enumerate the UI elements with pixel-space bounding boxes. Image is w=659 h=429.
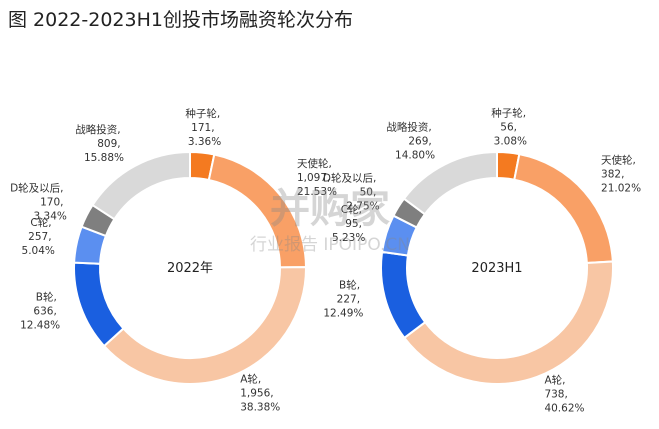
label-line: 3.36% bbox=[188, 136, 221, 148]
label-line: 382 bbox=[601, 168, 621, 180]
label-separator: , bbox=[60, 183, 67, 195]
donut-slice bbox=[91, 150, 191, 221]
label-line: 种子轮 bbox=[185, 107, 217, 120]
center-label: 2023H1 bbox=[471, 261, 522, 276]
label-line: 809 bbox=[97, 138, 117, 150]
data-label: 战略投资, 269, 14.80% bbox=[386, 121, 435, 162]
label-line: 战略投资 bbox=[386, 121, 428, 134]
center-label: 2022年 bbox=[167, 261, 213, 276]
watermark-brand: 并购家 bbox=[270, 186, 390, 232]
data-label: A轮, 738, 40.62% bbox=[544, 374, 584, 415]
label-line: 56 bbox=[500, 122, 514, 134]
label-line: 15.88% bbox=[84, 152, 124, 164]
label-separator: , bbox=[621, 168, 628, 180]
label-line: A轮 bbox=[544, 374, 562, 387]
label-separator: , bbox=[428, 136, 435, 148]
label-separator: , bbox=[357, 280, 364, 292]
data-label: 天使轮, 1,097, 21.53% bbox=[297, 157, 337, 198]
label-separator: , bbox=[359, 218, 366, 230]
data-label: 种子轮, 171, 3.36% bbox=[185, 107, 223, 148]
label-separator: , bbox=[562, 375, 569, 387]
data-label: 种子轮, 56, 3.08% bbox=[491, 107, 529, 148]
donut-slice bbox=[73, 261, 125, 348]
label-line: 269 bbox=[408, 136, 428, 148]
label-separator: , bbox=[328, 158, 335, 170]
label-line: 38.38% bbox=[240, 402, 280, 414]
label-line: B轮 bbox=[339, 279, 357, 292]
label-separator: , bbox=[359, 204, 366, 216]
label-separator: , bbox=[48, 231, 55, 243]
label-line: 14.80% bbox=[395, 150, 435, 162]
label-line: 3.08% bbox=[494, 136, 527, 148]
label-line: C轮 bbox=[341, 203, 359, 216]
label-line: 21.53% bbox=[297, 186, 337, 198]
donut-slice bbox=[380, 250, 427, 340]
label-line: 5.23% bbox=[332, 232, 365, 244]
label-separator: , bbox=[211, 122, 218, 134]
data-label: B轮, 636, 12.48% bbox=[20, 291, 60, 332]
label-separator: , bbox=[327, 172, 334, 184]
label-separator: , bbox=[53, 306, 60, 318]
label-line: D轮及以后 bbox=[323, 171, 373, 184]
label-line: 738 bbox=[544, 389, 564, 401]
donut-slice bbox=[402, 260, 614, 385]
label-line: 636 bbox=[33, 306, 53, 318]
label-separator: , bbox=[258, 374, 265, 386]
data-label: 天使轮, 382, 21.02% bbox=[601, 153, 641, 194]
data-label: B轮, 227, 12.49% bbox=[323, 279, 363, 320]
label-line: 257 bbox=[28, 231, 48, 243]
donut-slice bbox=[513, 152, 614, 264]
label-separator: , bbox=[60, 197, 67, 209]
data-label: A轮, 1,956, 38.38% bbox=[240, 373, 280, 414]
donut-slice bbox=[102, 266, 307, 385]
data-label: C轮, 95, 5.23% bbox=[332, 203, 365, 244]
label-separator: , bbox=[373, 172, 380, 184]
label-line: 95 bbox=[345, 218, 358, 230]
label-line: 12.48% bbox=[20, 320, 60, 332]
label-separator: , bbox=[357, 294, 364, 306]
label-line: 战略投资 bbox=[75, 123, 117, 136]
label-line: 天使轮 bbox=[297, 157, 329, 170]
label-line: C轮 bbox=[30, 216, 48, 229]
donut-slice bbox=[402, 150, 498, 216]
label-line: 2.75% bbox=[346, 200, 379, 212]
data-label: C轮, 257, 5.04% bbox=[22, 216, 55, 257]
label-line: 171 bbox=[191, 122, 211, 134]
label-line: 50 bbox=[360, 186, 373, 198]
data-label: D轮及以后, 50, 2.75% bbox=[323, 171, 380, 212]
label-line: 1,097 bbox=[297, 172, 327, 184]
label-line: 5.04% bbox=[22, 245, 55, 257]
label-separator: , bbox=[514, 122, 521, 134]
label-separator: , bbox=[270, 388, 277, 400]
label-line: 12.49% bbox=[323, 308, 363, 320]
label-line: D轮及以后 bbox=[10, 182, 60, 195]
data-label: 战略投资, 809, 15.88% bbox=[75, 123, 124, 164]
label-separator: , bbox=[373, 186, 380, 198]
label-separator: , bbox=[523, 108, 530, 120]
chart-title: 图 2022-2023H1创投市场融资轮次分布 bbox=[8, 9, 353, 31]
label-separator: , bbox=[117, 124, 124, 136]
label-line: B轮 bbox=[36, 291, 54, 304]
watermark-tagline: 行业报告 IPOIPO.CN bbox=[250, 235, 410, 255]
label-line: 40.62% bbox=[544, 403, 584, 415]
label-separator: , bbox=[428, 122, 435, 134]
label-line: 227 bbox=[337, 294, 357, 306]
label-line: 种子轮 bbox=[491, 107, 523, 120]
label-separator: , bbox=[53, 292, 60, 304]
label-separator: , bbox=[633, 154, 640, 166]
label-separator: , bbox=[48, 217, 55, 229]
label-line: 3.34% bbox=[34, 211, 67, 223]
label-separator: , bbox=[117, 138, 124, 150]
label-separator: , bbox=[564, 389, 571, 401]
label-line: 天使轮 bbox=[601, 153, 633, 166]
label-line: 1,956 bbox=[240, 388, 270, 400]
label-line: A轮 bbox=[240, 373, 258, 386]
label-separator: , bbox=[217, 108, 224, 120]
label-line: 21.02% bbox=[601, 182, 641, 194]
data-label: D轮及以后, 170, 3.34% bbox=[10, 182, 67, 223]
label-line: 170 bbox=[40, 197, 60, 209]
